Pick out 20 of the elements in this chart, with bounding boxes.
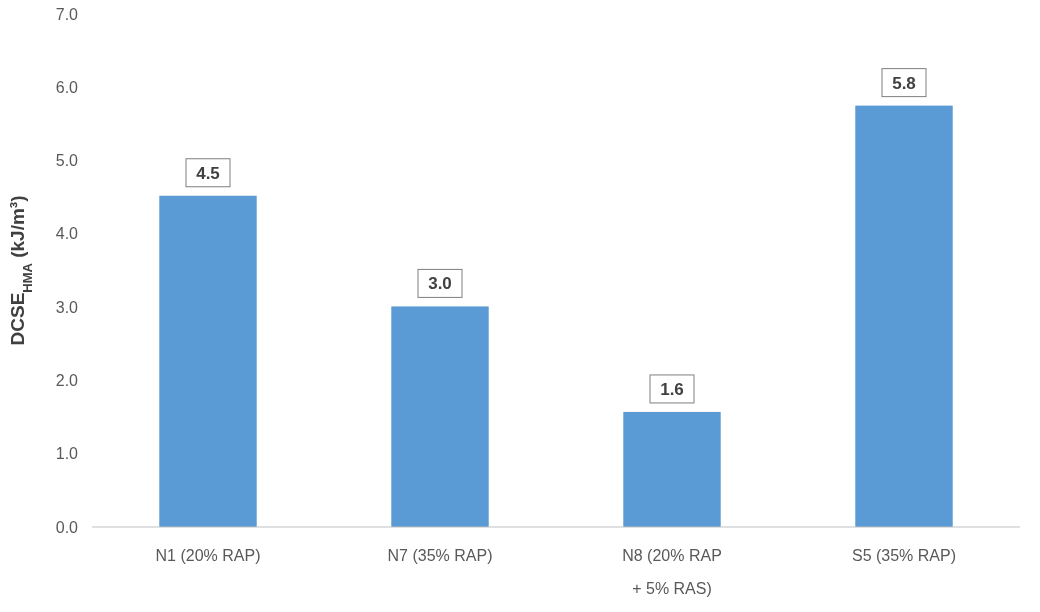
bar [623, 411, 721, 527]
y-tick-label: 4.0 [55, 225, 79, 243]
y-tick-label: 0.0 [55, 518, 79, 536]
x-tick-label: N1 (20% RAP) [155, 547, 261, 564]
x-tick-label: N7 (35% RAP) [387, 547, 493, 564]
data-label: 5.8 [892, 73, 916, 93]
x-tick-label: N8 (20% RAP + 5% RAS) [622, 547, 722, 597]
bar [855, 105, 953, 527]
data-label: 4.5 [196, 163, 220, 183]
y-tick-label: 3.0 [55, 298, 79, 316]
bar [391, 306, 489, 527]
y-tick-label: 5.0 [55, 152, 79, 170]
data-label: 3.0 [428, 274, 452, 294]
y-tick-label: 2.0 [55, 372, 79, 390]
y-tick-label: 1.0 [55, 445, 79, 463]
y-tick-label: 7.0 [55, 5, 79, 23]
bar [159, 195, 257, 527]
data-label: 1.6 [660, 379, 684, 399]
x-tick-label: S5 (35% RAP) [851, 547, 957, 564]
y-tick-label: 6.0 [55, 78, 79, 96]
